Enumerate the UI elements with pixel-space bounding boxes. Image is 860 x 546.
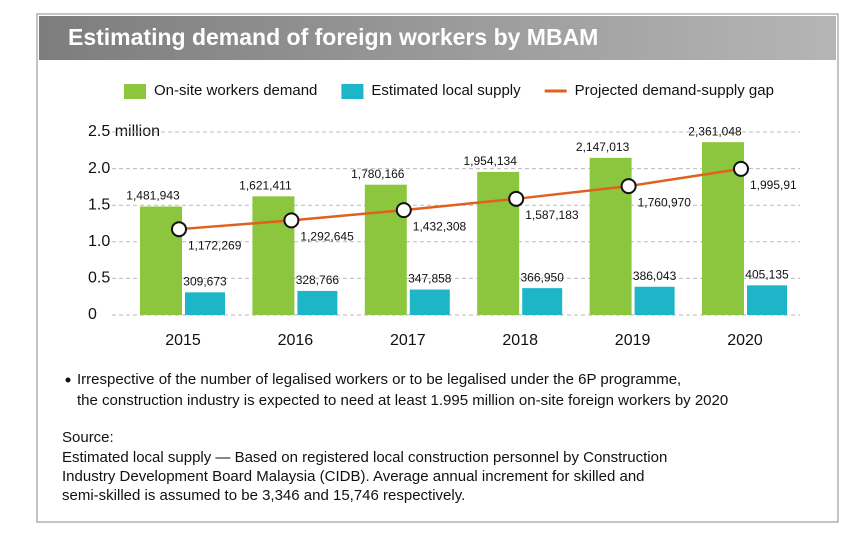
x-tick-label: 2015 xyxy=(165,332,201,349)
data-label: 1,780,166 xyxy=(351,167,405,181)
bar xyxy=(185,292,225,315)
data-label: 405,135 xyxy=(745,268,789,282)
x-tick-label: 2020 xyxy=(727,332,763,349)
title-bar xyxy=(39,16,836,60)
data-label: 386,043 xyxy=(633,269,677,283)
y-tick-label: 2.5 million xyxy=(88,123,160,140)
bar xyxy=(409,289,450,315)
legend-swatch xyxy=(124,84,146,99)
data-label: 366,950 xyxy=(521,270,565,284)
data-label: 347,858 xyxy=(408,272,452,286)
data-label: 328,766 xyxy=(296,273,340,287)
bullet xyxy=(65,377,71,383)
data-label: 1,292,645 xyxy=(300,230,354,244)
point xyxy=(283,212,300,229)
line xyxy=(178,167,742,231)
point xyxy=(395,202,412,219)
x-tick-label: 2017 xyxy=(390,332,426,349)
bar xyxy=(297,290,338,315)
legend-label: Estimated local supply xyxy=(371,82,521,99)
point xyxy=(620,178,637,195)
source: Industry Development Board Malaysia (CID… xyxy=(62,468,645,485)
point xyxy=(171,221,187,238)
data-label: 1,587,183 xyxy=(525,208,579,222)
data-label: 1,172,269 xyxy=(188,238,242,252)
chart-title: Estimating demand of foreign workers by … xyxy=(68,24,598,50)
data-label: 309,673 xyxy=(183,275,227,289)
bar xyxy=(522,288,563,315)
legend-label: On-site workers demand xyxy=(154,82,317,99)
x-tick-label: 2016 xyxy=(278,332,314,349)
point xyxy=(733,160,749,177)
y-tick-label: 2.0 xyxy=(88,160,110,177)
data-label: 1,954,134 xyxy=(464,154,518,168)
note: the construction industry is expected to… xyxy=(77,392,728,409)
source: semi-skilled is assumed to be 3,346 and … xyxy=(62,487,465,504)
bar xyxy=(747,285,787,315)
x-tick-label: 2019 xyxy=(615,332,651,349)
y-tick-label: 1.0 xyxy=(88,233,110,250)
data-label: 1,481,943 xyxy=(126,189,180,203)
data-label: 2,147,013 xyxy=(576,140,630,154)
data-label: 1,432,308 xyxy=(413,219,467,233)
data-label: 2,361,048 xyxy=(688,124,742,138)
source-title: Source: xyxy=(62,429,114,446)
y-tick-label: 0 xyxy=(88,306,97,323)
note: Irrespective of the number of legalised … xyxy=(77,371,681,388)
x-tick-label: 2018 xyxy=(502,332,538,349)
point xyxy=(508,190,525,207)
bar xyxy=(634,286,675,315)
source: Estimated local supply — Based on regist… xyxy=(62,449,667,466)
y-tick-label: 0.5 xyxy=(88,270,110,287)
y-tick-label: 1.5 xyxy=(88,196,110,213)
data-label: 1,760,970 xyxy=(638,195,692,209)
legend-label: Projected demand-supply gap xyxy=(575,82,774,99)
legend-swatch xyxy=(341,84,364,99)
data-label: 1,995,91 xyxy=(750,178,797,192)
data-label: 1,621,411 xyxy=(239,178,292,192)
